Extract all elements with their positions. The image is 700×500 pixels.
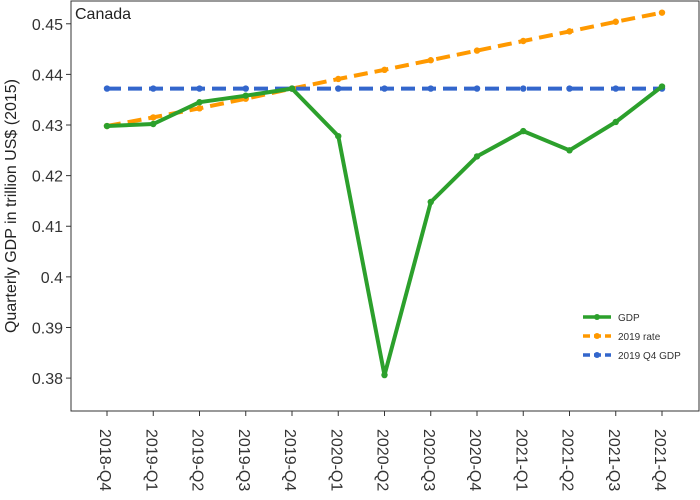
legend-label: 2019 Q4 GDP <box>618 351 681 362</box>
y-tick-label: 0.4 <box>41 270 63 287</box>
data-point-2019-rate <box>427 57 434 64</box>
series-layer <box>103 9 666 379</box>
data-point-gdp <box>103 122 111 130</box>
x-tick-label: 2021-Q4 <box>651 429 668 491</box>
data-point-2019-rate <box>520 37 527 45</box>
data-point-2019-rate <box>566 28 573 35</box>
data-point-2019-rate <box>658 9 666 16</box>
legend-marker <box>594 333 600 339</box>
data-point-2019-q4-gdp <box>427 85 434 92</box>
y-tick-label: 0.44 <box>32 67 63 84</box>
legend-label: 2019 rate <box>618 332 661 343</box>
data-point-2019-q4-gdp <box>473 85 481 92</box>
legend: GDP 2019 rate 2019 Q4 GDP <box>583 313 681 362</box>
y-tick-label: 0.43 <box>32 118 63 135</box>
data-point-gdp <box>473 153 481 160</box>
x-tick-label: 2020-Q1 <box>327 429 344 491</box>
data-point-gdp <box>335 132 342 140</box>
data-point-gdp <box>150 120 157 128</box>
data-point-2019-q4-gdp <box>196 85 203 92</box>
data-point-gdp <box>658 83 666 90</box>
x-tick-label: 2019-Q1 <box>142 429 159 491</box>
y-axis: 0.38 0.39 0.4 0.41 0.42 0.43 0.44 0.45 <box>32 17 71 388</box>
data-point-gdp <box>427 198 434 206</box>
data-point-gdp <box>566 147 573 154</box>
data-point-gdp <box>520 127 527 135</box>
x-tick-label: 2019-Q2 <box>189 429 206 491</box>
data-point-2019-rate <box>150 114 157 121</box>
panel-title: Canada <box>75 6 131 23</box>
x-axis: 2018-Q4 2019-Q1 2019-Q2 2019-Q3 2019-Q4 2020-… <box>96 411 668 491</box>
y-tick-label: 0.41 <box>32 219 63 236</box>
data-point-2019-q4-gdp <box>612 85 619 92</box>
data-point-2019-q4-gdp <box>381 85 388 92</box>
legend-marker <box>594 314 600 320</box>
data-point-2019-rate <box>335 75 342 83</box>
data-point-2019-q4-gdp <box>335 85 342 92</box>
data-point-2019-rate <box>612 18 619 25</box>
legend-label: GDP <box>618 313 640 324</box>
x-tick-label: 2021-Q2 <box>559 429 576 491</box>
data-point-2019-q4-gdp <box>242 85 249 92</box>
x-tick-label: 2020-Q3 <box>420 429 437 491</box>
data-point-gdp <box>288 85 296 92</box>
data-point-2019-rate <box>473 47 481 54</box>
y-tick-label: 0.42 <box>32 169 63 186</box>
x-tick-label: 2021-Q1 <box>512 429 529 491</box>
data-point-2019-q4-gdp <box>520 85 527 92</box>
y-tick-label: 0.45 <box>32 17 63 34</box>
legend-marker <box>594 352 600 358</box>
data-point-2019-q4-gdp <box>103 85 111 92</box>
data-point-2019-q4-gdp <box>150 85 157 92</box>
plot-area-frame <box>70 0 700 412</box>
y-tick-label: 0.38 <box>32 371 63 388</box>
data-point-gdp <box>612 118 619 126</box>
x-tick-label: 2021-Q3 <box>605 429 622 491</box>
data-point-gdp <box>381 371 388 379</box>
x-tick-label: 2018-Q4 <box>96 429 113 491</box>
x-tick-label: 2019-Q4 <box>281 429 298 491</box>
data-point-2019-q4-gdp <box>566 85 573 92</box>
y-tick-label: 0.39 <box>32 320 63 337</box>
x-tick-label: 2019-Q3 <box>235 429 252 491</box>
data-point-2019-rate <box>196 105 203 112</box>
data-point-2019-rate <box>381 66 388 74</box>
data-point-gdp <box>196 99 203 106</box>
x-tick-label: 2020-Q2 <box>374 429 391 491</box>
data-point-gdp <box>242 92 249 99</box>
y-axis-title: Quarterly GDP in trillion US$ (2015) <box>3 79 20 333</box>
x-tick-label: 2020-Q4 <box>466 429 483 491</box>
